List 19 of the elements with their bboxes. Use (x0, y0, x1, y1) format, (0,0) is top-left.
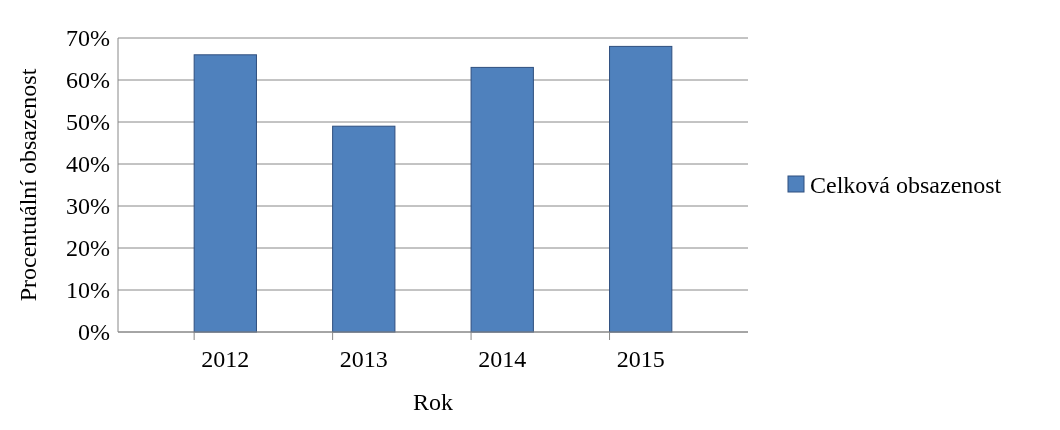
bar (470, 66, 534, 333)
y-tick-label: 30% (66, 193, 110, 220)
x-axis-title: Rok (412, 389, 454, 415)
bar (193, 54, 257, 333)
x-tick-label: 2014 (478, 346, 527, 372)
y-tick-label: 40% (66, 151, 110, 178)
bar (332, 125, 396, 333)
x-tick-label: 2012 (201, 346, 250, 372)
y-tick-label: 10% (66, 277, 110, 304)
y-tick-label: 50% (66, 109, 110, 136)
bar (609, 45, 673, 333)
y-axis-title: Procentuální obsazenost (15, 68, 41, 302)
y-tick-label: 0% (78, 319, 110, 346)
x-tick-label: 2013 (339, 346, 388, 372)
y-tick-label: 20% (66, 235, 110, 262)
y-tick-label: 70% (66, 25, 110, 52)
y-tick-label: 60% (66, 67, 110, 94)
legend-label: Celková obsazenost (810, 172, 1002, 199)
x-tick-label: 2015 (616, 346, 665, 372)
